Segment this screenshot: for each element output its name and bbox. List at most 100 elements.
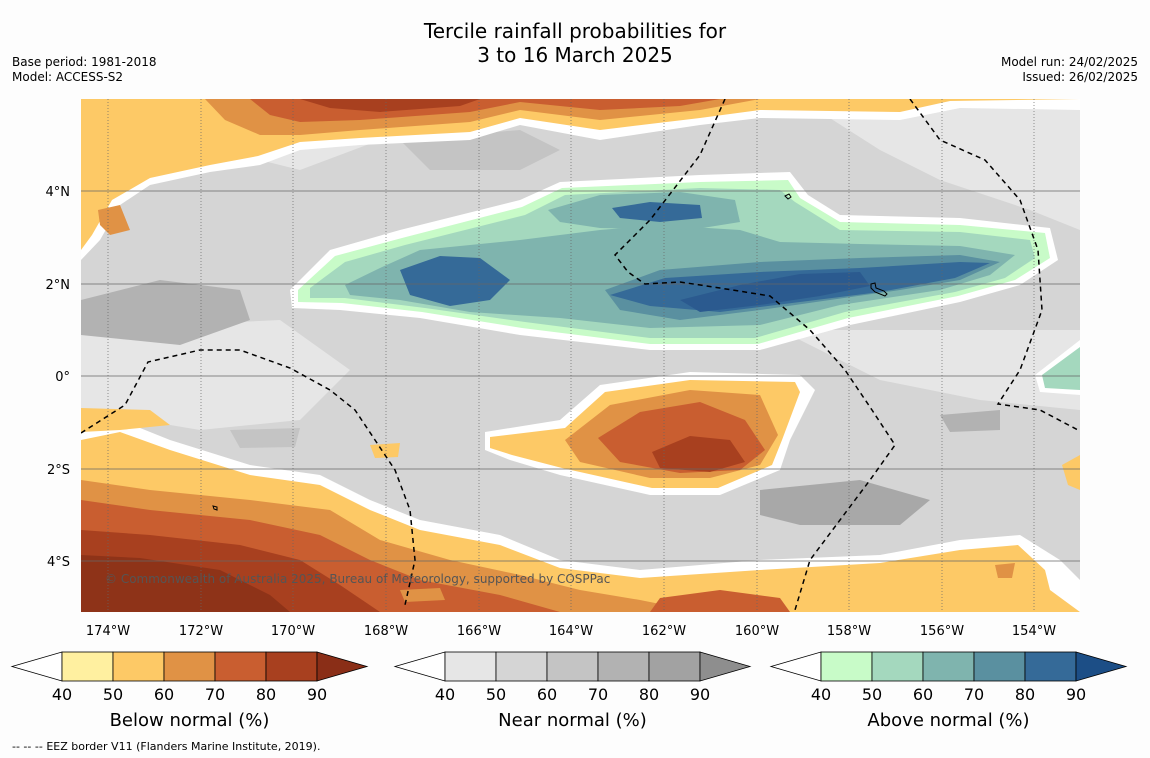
- below-normal-90-area: [81, 555, 290, 612]
- colorbar-segment: [546, 651, 599, 682]
- eez-legend: -- -- -- EEZ border V11 (Flanders Marine…: [12, 740, 320, 753]
- lon-label: 154°W: [1012, 624, 1056, 639]
- colorbar-tick-label: 90: [307, 685, 327, 704]
- lat-label: 2°S: [47, 463, 70, 478]
- lon-label: 174°W: [86, 624, 130, 639]
- colorbar-tick-label: 70: [205, 685, 225, 704]
- colorbar-above-normal: 40 50 60 70 80 90 Above normal (%): [769, 651, 1128, 731]
- below-normal-80-area: [652, 436, 745, 472]
- eez-legend-marker: -- -- --: [12, 740, 43, 753]
- near-normal-70-patch: [81, 280, 250, 345]
- near-normal-80-patch: [760, 480, 930, 525]
- colorbar-segment: [214, 651, 267, 682]
- below-normal-60-area: [98, 205, 130, 235]
- islands: [212, 193, 888, 511]
- colorbar-segment: [648, 651, 701, 682]
- colorbar-low-arrow: [10, 651, 63, 682]
- lon-label: 158°W: [827, 624, 871, 639]
- colorbar-tick-label: 60: [154, 685, 174, 704]
- lon-label: 170°W: [271, 624, 315, 639]
- model-name-text: Model: ACCESS-S2: [12, 70, 124, 84]
- map-title-line2: 3 to 16 March 2025: [477, 43, 673, 67]
- near-normal-40-patch: [81, 320, 350, 430]
- lon-label: 168°W: [364, 624, 408, 639]
- near-normal-60-patch: [230, 428, 300, 448]
- below-normal-70-area: [650, 590, 790, 612]
- eez-legend-text: EEZ border V11 (Flanders Marine Institut…: [46, 740, 321, 753]
- below-normal-50-area: [81, 99, 1080, 250]
- above-normal-80-area: [612, 202, 702, 222]
- colorbar-tick-label: 40: [811, 685, 831, 704]
- lat-label: 4°N: [46, 185, 71, 200]
- colorbar-tick-label: 50: [486, 685, 506, 704]
- colorbar-tick-label: 80: [1015, 685, 1035, 704]
- colorbar-segment: [871, 651, 924, 682]
- above-normal-80-area: [400, 256, 510, 306]
- lat-label: 0°: [55, 370, 70, 385]
- latitude-gridlines: [81, 190, 1080, 562]
- colorbar-segment: [444, 651, 497, 682]
- below-normal-50-area: [81, 408, 170, 432]
- colorbar-tick-label: 70: [588, 685, 608, 704]
- lon-label: 164°W: [549, 624, 593, 639]
- colorbar-high-arrow: [699, 651, 752, 682]
- colorbar-tick-label: 50: [862, 685, 882, 704]
- lon-label: 172°W: [179, 624, 223, 639]
- colorbar-high-arrow: [1075, 651, 1128, 682]
- colorbar-segment: [922, 651, 975, 682]
- colorbar-below-normal: 40 50 60 70 80 90 Below normal (%): [10, 651, 369, 731]
- colorbar-title: Below normal (%): [110, 710, 270, 731]
- colorbar-low-arrow: [769, 651, 822, 682]
- issued-date-text: Issued: 26/02/2025: [1022, 70, 1138, 84]
- colorbar-tick-label: 80: [639, 685, 659, 704]
- colorbar-segment: [597, 651, 650, 682]
- colorbar-high-arrow: [316, 651, 369, 682]
- near-normal-40-patch: [780, 330, 1080, 410]
- copyright-text: © Commonwealth of Australia 2025, Bureau…: [105, 572, 610, 586]
- lon-label: 162°W: [642, 624, 686, 639]
- latitude-labels: 4°N 2°N 0° 2°S 4°S: [46, 185, 71, 570]
- colorbar-segment: [495, 651, 548, 682]
- colorbar-title: Above normal (%): [867, 710, 1029, 731]
- lat-label: 4°S: [47, 555, 70, 570]
- lon-label: 156°W: [920, 624, 964, 639]
- colorbar-near-normal: 40 50 60 70 80 90 Near normal (%): [393, 651, 752, 731]
- colorbar-tick-label: 50: [103, 685, 123, 704]
- colorbar-segment: [820, 651, 873, 682]
- colorbar-segment: [973, 651, 1026, 682]
- map-field: [81, 99, 1080, 612]
- below-normal-50-area: [1062, 455, 1080, 490]
- above-normal-60-area: [1042, 347, 1080, 390]
- colorbar-segment: [112, 651, 165, 682]
- colorbar-title: Near normal (%): [498, 710, 647, 731]
- colorbar-tick-label: 90: [690, 685, 710, 704]
- near-normal-40-patch: [800, 99, 1080, 230]
- near-normal-70-patch: [940, 410, 1000, 432]
- lat-label: 2°N: [46, 278, 71, 293]
- longitude-labels: 174°W 172°W 170°W 168°W 166°W 164°W 162°…: [86, 624, 1056, 639]
- above-normal-90-area: [680, 272, 870, 312]
- colorbar-tick-label: 70: [964, 685, 984, 704]
- colorbar-tick-label: 40: [435, 685, 455, 704]
- colorbar-segment: [1024, 651, 1077, 682]
- base-period-text: Base period: 1981-2018: [12, 55, 157, 69]
- model-run-text: Model run: 24/02/2025: [1000, 55, 1138, 69]
- colorbar-tick-label: 40: [52, 685, 72, 704]
- lon-label: 160°W: [735, 624, 779, 639]
- below-normal-80-area: [300, 99, 480, 112]
- below-normal-60-area: [995, 563, 1015, 578]
- colorbar-tick-label: 80: [256, 685, 276, 704]
- lon-label: 166°W: [457, 624, 501, 639]
- map-title-line1: Tercile rainfall probabilities for: [423, 19, 727, 43]
- colorbar-tick-label: 60: [913, 685, 933, 704]
- colorbar-segment: [61, 651, 114, 682]
- colorbar-segment: [265, 651, 318, 682]
- colorbar-tick-label: 60: [537, 685, 557, 704]
- colorbar-segment: [163, 651, 216, 682]
- below-normal-50-area: [370, 443, 400, 458]
- colorbar-tick-label: 90: [1066, 685, 1086, 704]
- below-normal-60-area: [400, 588, 445, 602]
- colorbar-low-arrow: [393, 651, 446, 682]
- eez-border: [81, 99, 1079, 611]
